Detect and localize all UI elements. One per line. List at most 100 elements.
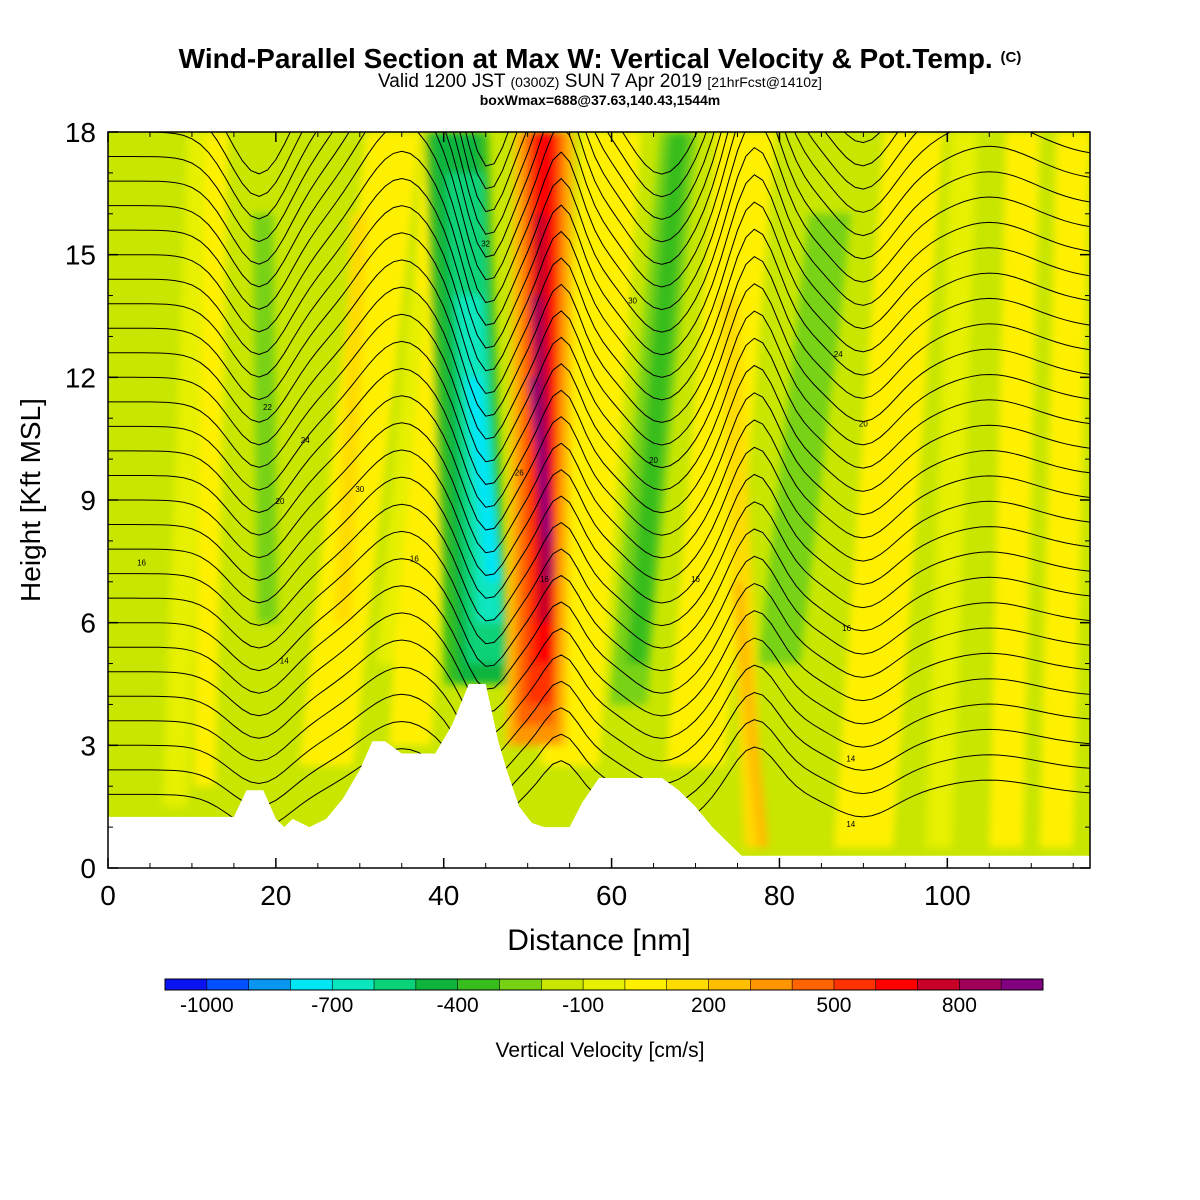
band-weak-up	[334, 213, 369, 623]
band-weak-up	[925, 132, 978, 848]
theta-contour-line	[108, 132, 1090, 288]
vertical-velocity-field	[108, 132, 1090, 868]
terrain	[108, 684, 1090, 868]
theta-contour-line	[108, 255, 1090, 423]
band-weak-up	[193, 132, 229, 787]
chart-title-text: Wind-Parallel Section at Max W: Vertical…	[178, 43, 993, 74]
theta-contour-line	[108, 228, 1090, 401]
theta-contour-line	[108, 364, 1090, 514]
theta-contour-line	[108, 132, 1090, 243]
valid-jst: Valid 1200 JST	[378, 71, 506, 92]
theta-contour-line	[108, 610, 1090, 717]
colorbar-tick-label: 500	[816, 994, 851, 1017]
colorbar-swatch	[374, 979, 417, 990]
theta-contour-line	[108, 132, 918, 220]
colorbar-swatch	[206, 979, 249, 990]
colorbar-swatch	[708, 979, 751, 990]
contour-label: 32	[481, 239, 490, 248]
theta-contour-line	[210, 132, 899, 198]
contour-label: 22	[263, 403, 272, 412]
theta-contour-line	[108, 473, 1090, 604]
chart-title-unit: (C)	[1000, 49, 1022, 66]
band-weak-up	[731, 581, 769, 848]
colorbar-tick-label: -400	[437, 994, 479, 1017]
theta-contour-line	[108, 283, 1090, 446]
colorbar-frame	[164, 978, 1044, 991]
contour-label: 16	[540, 575, 549, 584]
theta-contour-line	[108, 691, 1090, 785]
downdraft-core	[465, 377, 502, 582]
chart-title: Wind-Parallel Section at Max W: Vertical…	[0, 42, 1200, 75]
y-axis-label: Height [Kft MSL]	[15, 398, 46, 602]
y-tick-label: 18	[65, 117, 96, 148]
colorbar-swatch	[290, 979, 333, 990]
x-tick-label: 80	[764, 880, 795, 911]
colorbar-tick-label: 200	[691, 994, 726, 1017]
colorbar: -1000 -700 -400 -100 200 500 800	[164, 978, 1044, 1017]
colorbar-swatch	[792, 979, 835, 990]
updraft-core	[528, 377, 552, 541]
colorbar-swatch	[541, 979, 584, 990]
theta-contour-line	[108, 528, 1090, 649]
colorbar-swatch	[624, 979, 668, 990]
x-tick-label: 0	[100, 880, 116, 911]
contour-label: 20	[649, 456, 658, 465]
contour-label: 16	[137, 558, 146, 567]
band-weak-up	[834, 132, 944, 848]
colorbar-swatch	[457, 979, 500, 990]
colorbar-swatch	[248, 979, 291, 990]
band-downdraft	[253, 213, 278, 623]
contour-label: 30	[628, 297, 637, 306]
contour-label: 20	[276, 497, 285, 506]
contour-label: 14	[846, 755, 855, 764]
colorbar-swatch	[959, 979, 1002, 990]
forecast-info: [21hrFcst@1410z]	[707, 74, 822, 90]
band-downdraft	[808, 213, 851, 378]
colorbar-tick-label: -700	[311, 994, 353, 1017]
colorbar-tick-label: -1000	[180, 994, 234, 1017]
theta-contour-line	[108, 501, 1090, 627]
y-tick-label: 15	[65, 240, 96, 271]
y-axis: 0 3 6 9 12 15 18	[65, 117, 1090, 884]
theta-contour-line	[108, 446, 1090, 581]
contour-label: 16	[691, 575, 700, 584]
colorbar-swatch	[165, 979, 208, 990]
valid-time-line: Valid 1200 JST (0300Z) SUN 7 Apr 2019 [2…	[0, 72, 1200, 92]
contour-label: 24	[301, 436, 310, 445]
y-tick-label: 3	[80, 730, 96, 761]
theta-contour-line	[108, 132, 1090, 265]
theta-contour-line	[225, 132, 881, 175]
colorbar-swatch	[917, 979, 960, 990]
contour-label: 30	[355, 485, 364, 494]
theta-contour-line	[108, 310, 1090, 469]
y-tick-label: 6	[80, 608, 96, 639]
contour-label: 26	[515, 468, 524, 477]
band-downdraft	[626, 132, 689, 664]
colorbar-swatch	[750, 979, 793, 990]
contour-label: 14	[846, 820, 855, 829]
contour-label: 16	[410, 554, 419, 563]
theta-contour-line	[108, 664, 1090, 762]
contour-label: 14	[280, 657, 289, 666]
theta-contour-line	[108, 337, 1090, 491]
colorbar-swatch	[875, 979, 918, 990]
colorbar-tick-label: -100	[562, 994, 604, 1017]
theta-contour-line	[108, 719, 1090, 807]
band-weak-up	[989, 132, 1040, 848]
band-weak-up	[1039, 132, 1090, 848]
band-weak-up	[666, 132, 776, 766]
colorbar-swatch	[666, 979, 709, 990]
x-tick-label: 40	[428, 880, 459, 911]
colorbar-swatch	[583, 979, 626, 990]
band-weak-up	[162, 132, 213, 807]
contour-label: 16	[842, 624, 851, 633]
x-tick-label: 20	[260, 880, 291, 911]
contour-label: 20	[859, 419, 868, 428]
x-axis: 0 20 40 60 80 100	[100, 132, 1074, 911]
colorbar-swatch	[499, 979, 542, 990]
theta-contours: 16 14 20 24 22 30 16 32 26 16 30 20 16 24 20 16 14 14	[108, 132, 1090, 830]
band-weak-up	[376, 295, 427, 664]
theta-contour-line	[108, 582, 1090, 694]
valid-date: SUN 7 Apr 2019	[564, 71, 703, 92]
